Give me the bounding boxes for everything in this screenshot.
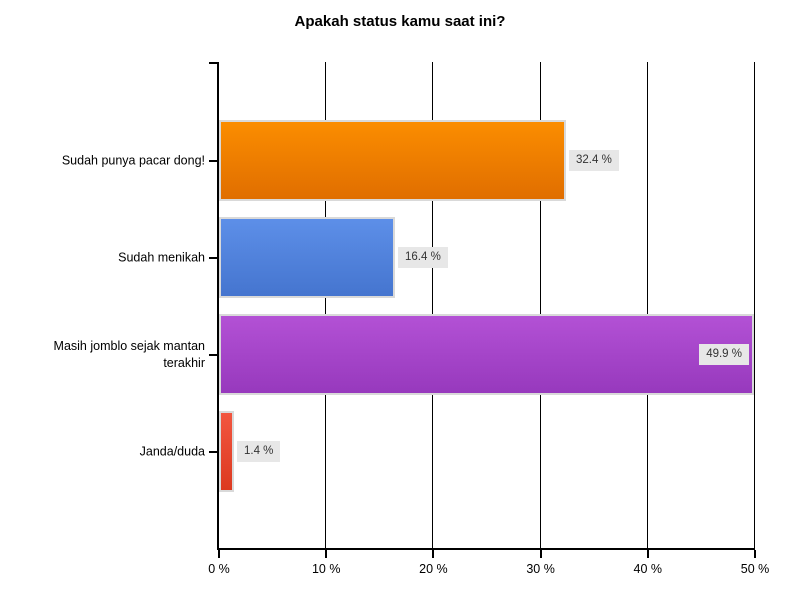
x-axis-tick bbox=[646, 550, 649, 558]
category-label: Sudah punya pacar dong! bbox=[61, 153, 205, 167]
gridline bbox=[432, 62, 434, 548]
bar bbox=[219, 120, 566, 201]
gridline bbox=[325, 62, 327, 548]
x-axis-tick-label: 0 % bbox=[208, 562, 230, 576]
x-axis-tick-label: 40 % bbox=[633, 562, 663, 576]
bar-value-label: 16.4 % bbox=[398, 247, 448, 268]
y-axis-category-labels: Sudah punya pacar dong! Sudah menikah Masi… bbox=[45, 62, 205, 548]
x-axis-tick-label: 50 % bbox=[740, 562, 770, 576]
gridline bbox=[539, 62, 541, 548]
x-axis-tick-label: 20 % bbox=[419, 562, 448, 576]
y-axis-tick bbox=[209, 256, 218, 259]
x-axis-tick bbox=[218, 550, 220, 558]
bar bbox=[219, 217, 395, 298]
gridline bbox=[754, 62, 755, 548]
category-label: Sudah menikah bbox=[118, 250, 205, 264]
bar bbox=[219, 411, 234, 492]
bar-value-label: 49.9 % bbox=[699, 344, 749, 365]
bar-value-label: 1.4 % bbox=[237, 441, 281, 462]
x-axis-tick bbox=[325, 550, 328, 558]
plot-area: 0 % 10 % 20 % 30 % 40 % 50 % 32.4 % 16.4 % 49.9 … bbox=[208, 62, 769, 576]
x-axis-tick-label: 30 % bbox=[526, 562, 555, 576]
y-axis-tick bbox=[209, 450, 218, 453]
chart-title: Apakah status kamu saat ini? bbox=[294, 13, 506, 30]
category-label: Masih jomblo sejak mantan terakhir bbox=[53, 338, 205, 370]
bar-value-label: 32.4 % bbox=[569, 150, 619, 171]
y-axis-tick bbox=[209, 159, 218, 162]
x-axis-tick bbox=[754, 550, 756, 558]
y-axis-tick bbox=[209, 353, 218, 356]
x-axis-tick bbox=[432, 550, 435, 558]
gridline bbox=[646, 62, 648, 548]
bar bbox=[219, 314, 754, 395]
y-axis-end-tick bbox=[209, 62, 218, 64]
category-label: Janda/duda bbox=[139, 444, 205, 458]
x-axis-tick-label: 10 % bbox=[311, 562, 341, 576]
x-axis-tick bbox=[539, 550, 542, 558]
